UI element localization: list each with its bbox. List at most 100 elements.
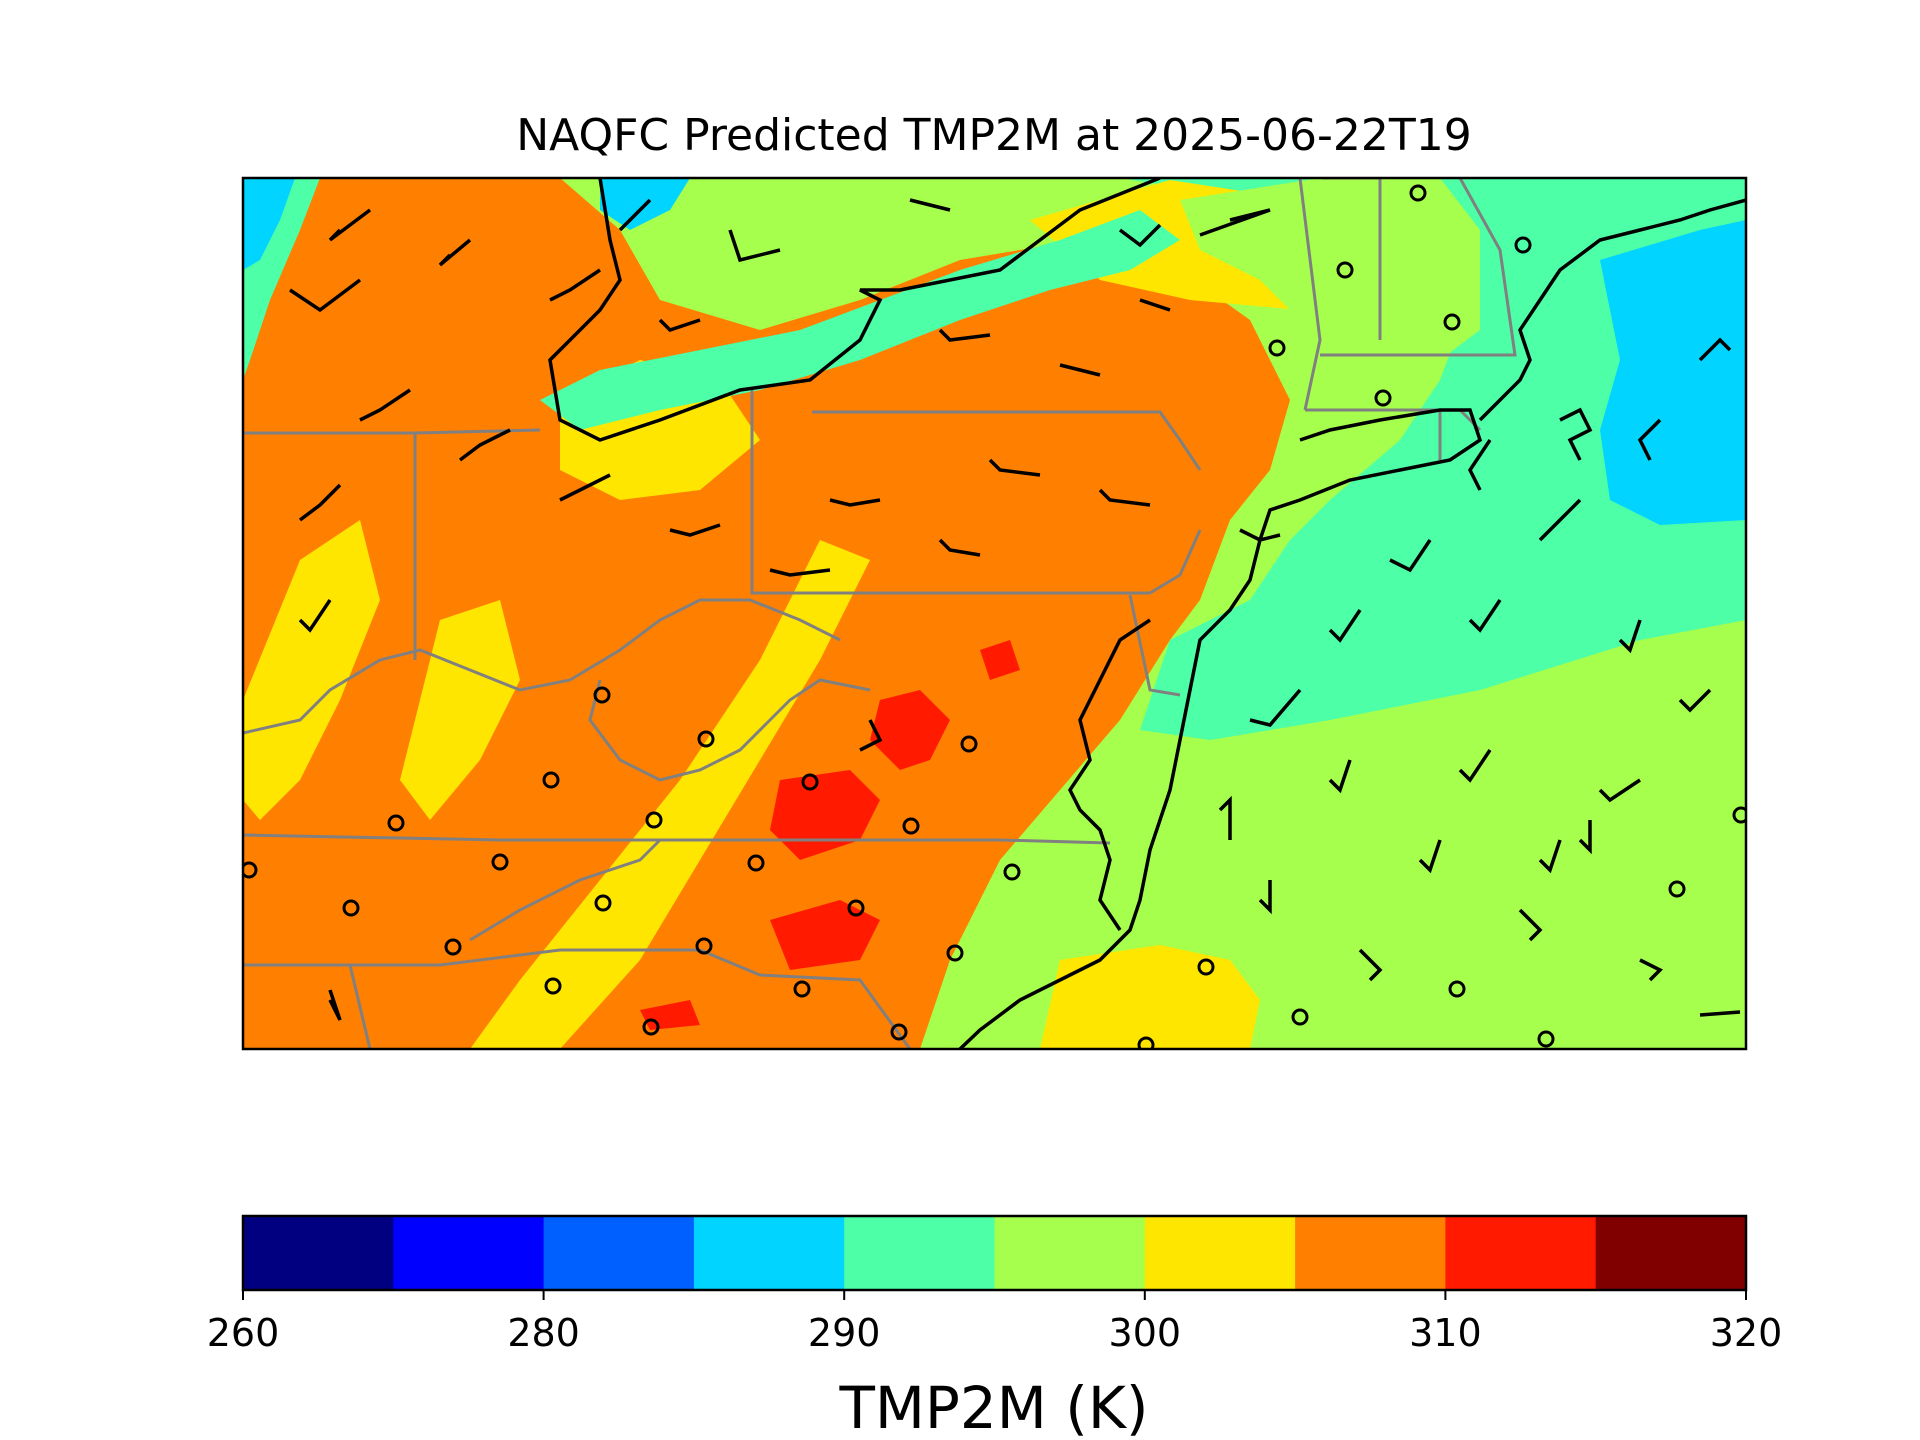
coastline	[958, 408, 1483, 1049]
calm-circle	[642, 1018, 660, 1036]
wind-barb	[328, 989, 342, 1021]
field-nw-cold	[243, 178, 295, 270]
wind-barb	[289, 278, 362, 313]
wind-barb	[658, 318, 701, 333]
wind-barb	[1598, 778, 1641, 803]
calm-circle	[946, 944, 964, 962]
wind-barb	[669, 523, 721, 537]
field-lakes-ne	[1180, 178, 1480, 380]
calm-circle	[1409, 184, 1427, 202]
calm-circle	[1197, 958, 1215, 976]
state-border	[243, 598, 841, 735]
calm-circle	[387, 814, 405, 832]
wind-barb	[769, 568, 831, 577]
field-inland-hot	[243, 178, 1290, 1049]
wind-barb	[829, 498, 881, 507]
colorbar-tick-label: 290	[808, 1311, 881, 1355]
wind-barb	[1199, 208, 1271, 237]
wind-barb	[1328, 759, 1352, 794]
wind-barb	[1699, 1010, 1741, 1017]
colorbar-segment	[243, 1216, 394, 1290]
calm-circle	[1137, 1036, 1155, 1049]
wind-barb	[859, 719, 883, 752]
hot-spot	[770, 900, 880, 970]
calm-circle	[1668, 880, 1686, 898]
wind-barb	[938, 538, 981, 557]
wind-barb	[1637, 418, 1662, 461]
calm-circle	[1732, 806, 1746, 824]
colorbar-segment	[393, 1216, 545, 1290]
calm-circle	[890, 1023, 908, 1041]
field-gulf-of-maine	[1600, 220, 1746, 525]
wind-barb	[1639, 958, 1663, 982]
calm-circle	[847, 899, 865, 917]
calm-circle	[243, 861, 258, 879]
wind-barb	[1139, 298, 1171, 312]
state-border	[812, 410, 1202, 471]
colorbar-tick-label: 320	[1710, 1311, 1783, 1355]
wind-barb	[1258, 880, 1272, 915]
calm-circle	[1514, 236, 1532, 254]
wind-barb	[298, 599, 332, 633]
state-border	[1320, 178, 1517, 357]
calm-circle	[542, 771, 560, 789]
wind-barb	[1218, 795, 1232, 840]
state-border	[348, 964, 372, 1049]
wind-barb	[1059, 363, 1101, 377]
wind-barb	[618, 198, 652, 232]
state-border	[243, 833, 1111, 845]
field-coastal-waters	[1120, 178, 1746, 740]
wind-barb	[1118, 223, 1162, 248]
wind-barb	[549, 268, 601, 302]
wind-barb	[458, 428, 511, 462]
calm-circle	[801, 773, 819, 791]
wind-barb	[298, 483, 342, 522]
hot-spot	[980, 640, 1020, 680]
calm-circle	[544, 977, 562, 995]
wind-barb	[1389, 539, 1432, 573]
colorbar-frame	[241, 1214, 1748, 1292]
wind-barb	[559, 473, 611, 502]
calm-circle	[1003, 863, 1021, 881]
calm-circles	[243, 184, 1746, 1049]
state-border	[588, 678, 871, 782]
wind-barb	[1239, 528, 1281, 542]
calm-circle	[645, 811, 663, 829]
colorbar-segment	[844, 1216, 995, 1290]
wind-barb	[1249, 688, 1302, 727]
coastline	[1067, 618, 1151, 931]
map-panel	[243, 178, 1746, 1049]
wind-barbs	[289, 198, 1741, 1021]
wind-barb	[1618, 619, 1642, 654]
hot-spot	[770, 770, 880, 860]
calm-circle	[593, 686, 611, 704]
wind-barb	[1698, 337, 1732, 362]
field-mild-band-5	[400, 600, 520, 820]
calm-circle	[1448, 980, 1466, 998]
colorbar-segment	[543, 1216, 695, 1290]
colorbar-segment	[1144, 1216, 1296, 1290]
coastline	[1559, 407, 1593, 461]
colorbar-label: TMP2M (K)	[838, 1374, 1148, 1440]
state-border	[469, 838, 662, 942]
calm-circle	[747, 854, 765, 872]
wind-barb	[728, 229, 781, 263]
field-mild-band-4	[243, 520, 380, 820]
wind-barb	[1098, 488, 1151, 507]
wind-barb	[988, 458, 1041, 477]
wind-barb	[1328, 609, 1362, 643]
wind-barb	[1678, 688, 1712, 713]
wind-barb	[909, 198, 951, 212]
wind-barb	[1358, 948, 1383, 982]
state-border	[1322, 178, 1382, 340]
calm-circle	[594, 894, 612, 912]
calm-circle	[1336, 261, 1354, 279]
state-border	[1298, 178, 1322, 411]
calm-circle	[342, 899, 360, 917]
field-carolina-coast	[1040, 945, 1260, 1049]
state-border	[1128, 594, 1181, 697]
wind-barb	[1467, 439, 1492, 491]
colorbar-segment	[1595, 1216, 1747, 1290]
state-border	[750, 388, 1150, 595]
